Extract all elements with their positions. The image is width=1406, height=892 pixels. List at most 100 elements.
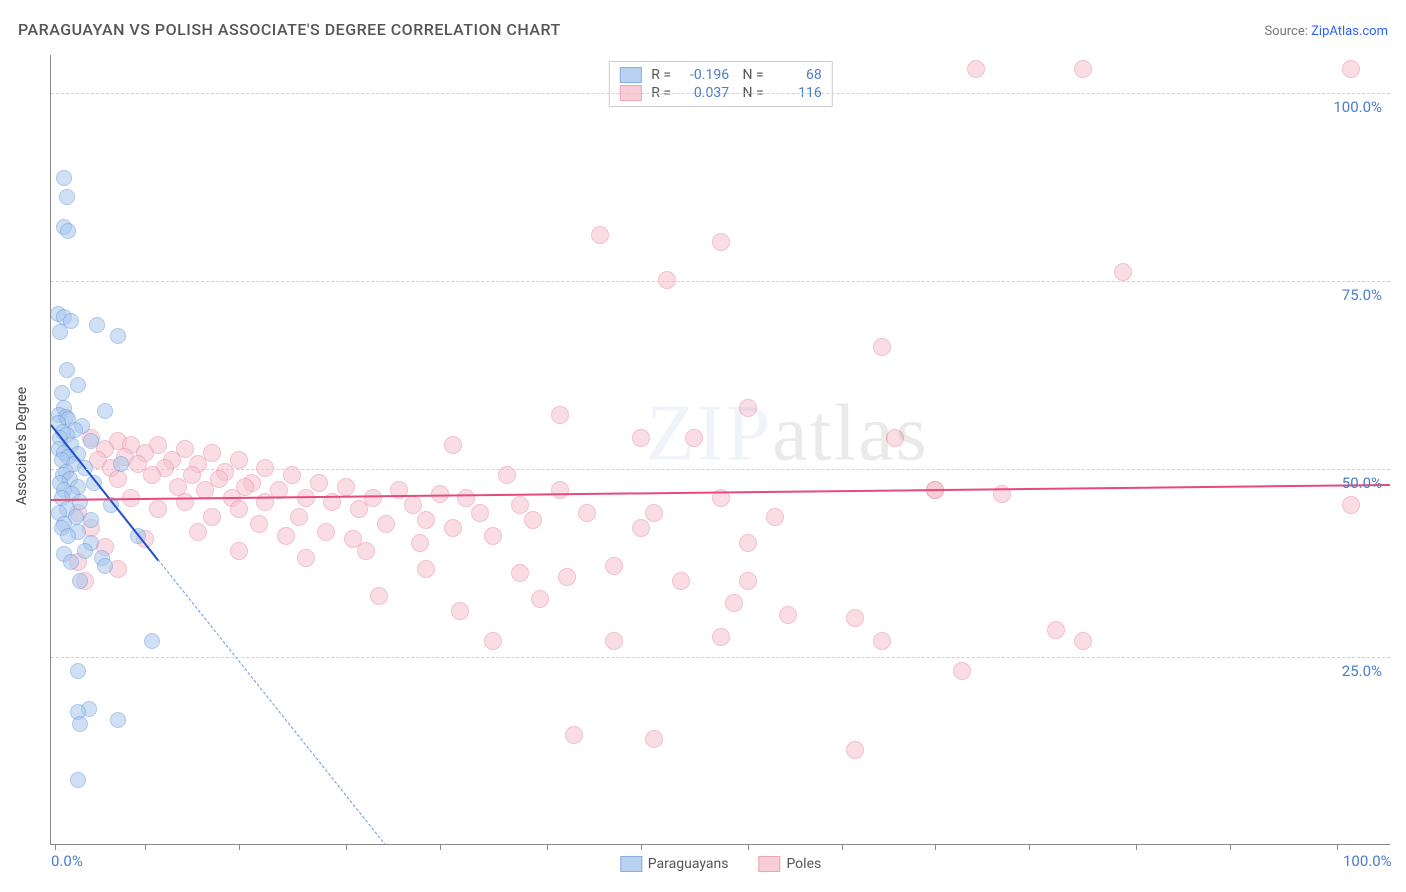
data-point — [451, 602, 469, 620]
data-point — [310, 474, 328, 492]
data-point — [558, 568, 576, 586]
data-point — [377, 515, 395, 533]
data-point — [1342, 60, 1360, 78]
legend-row: R = -0.196 N = 68 — [619, 66, 821, 84]
y-tick-label: 50.0% — [1342, 474, 1382, 492]
x-tick — [842, 844, 843, 850]
legend-r-value: -0.196 — [681, 67, 729, 83]
data-point — [484, 527, 502, 545]
data-point — [551, 481, 569, 499]
correlation-legend: R =-0.196 N =68R =0.037 N =116 — [608, 61, 832, 107]
data-point — [591, 226, 609, 244]
data-point — [97, 403, 113, 419]
data-point — [1047, 621, 1065, 639]
source-link[interactable]: ZipAtlas.com — [1311, 24, 1388, 39]
data-point — [551, 406, 569, 424]
data-point — [672, 572, 690, 590]
x-tick-label: 0.0% — [51, 852, 83, 870]
data-point — [739, 399, 757, 417]
data-point — [846, 609, 864, 627]
data-point — [83, 512, 99, 528]
legend-swatch — [620, 856, 642, 872]
legend-item: Poles — [758, 856, 821, 872]
data-point — [444, 436, 462, 454]
data-point — [370, 587, 388, 605]
gridline — [51, 281, 1390, 282]
data-point — [59, 362, 75, 378]
source-label: Source: — [1264, 24, 1307, 39]
data-point — [70, 772, 86, 788]
data-point — [144, 633, 160, 649]
data-point — [712, 628, 730, 646]
data-point — [632, 429, 650, 447]
y-tick-label: 100.0% — [1333, 98, 1382, 116]
data-point — [337, 478, 355, 496]
x-tick — [641, 844, 642, 850]
data-point — [230, 542, 248, 560]
data-point — [109, 470, 127, 488]
data-point — [1074, 60, 1092, 78]
data-point — [873, 632, 891, 650]
x-tick — [1230, 844, 1231, 850]
legend-n-value: 68 — [774, 67, 822, 83]
data-point — [1114, 263, 1132, 281]
data-point — [779, 606, 797, 624]
legend-r-label: R = — [651, 67, 671, 83]
data-point — [511, 564, 529, 582]
data-point — [531, 590, 549, 608]
data-point — [632, 519, 650, 537]
data-point — [846, 741, 864, 759]
legend-item: Paraguayans — [620, 856, 729, 872]
data-point — [250, 515, 268, 533]
data-point — [404, 496, 422, 514]
legend-label: Poles — [786, 856, 821, 872]
data-point — [471, 504, 489, 522]
data-point — [739, 534, 757, 552]
gridline — [51, 469, 1390, 470]
data-point — [60, 223, 76, 239]
x-tick — [935, 844, 936, 850]
data-point — [72, 573, 88, 589]
gridline — [51, 657, 1390, 658]
data-point — [317, 523, 335, 541]
data-point — [89, 317, 105, 333]
data-point — [873, 338, 891, 356]
data-point — [1342, 496, 1360, 514]
x-tick — [440, 844, 441, 850]
data-point — [70, 663, 86, 679]
y-axis-title: Associate's Degree — [14, 387, 30, 505]
data-point — [149, 500, 167, 518]
gridline — [51, 93, 1390, 94]
data-point — [54, 385, 70, 401]
data-point — [189, 523, 207, 541]
data-point — [444, 519, 462, 537]
data-point — [110, 328, 126, 344]
data-point — [290, 508, 308, 526]
x-tick — [547, 844, 548, 850]
data-point — [110, 712, 126, 728]
data-point — [63, 554, 79, 570]
legend-n-label: N = — [739, 67, 764, 83]
data-point — [350, 500, 368, 518]
x-tick — [748, 844, 749, 850]
x-tick — [145, 844, 146, 850]
data-point — [60, 528, 76, 544]
x-tick-label: 100.0% — [1343, 852, 1392, 870]
data-point — [565, 726, 583, 744]
x-tick — [55, 844, 56, 850]
data-point — [484, 632, 502, 650]
data-point — [417, 560, 435, 578]
legend-label: Paraguayans — [648, 856, 729, 872]
trend-line — [158, 559, 387, 844]
data-point — [739, 572, 757, 590]
data-point — [77, 543, 93, 559]
y-tick-label: 75.0% — [1342, 286, 1382, 304]
data-point — [56, 170, 72, 186]
x-tick — [1337, 844, 1338, 850]
data-point — [578, 504, 596, 522]
data-point — [511, 496, 529, 514]
data-point — [1074, 632, 1092, 650]
data-point — [97, 558, 113, 574]
data-point — [605, 632, 623, 650]
chart-title: PARAGUAYAN VS POLISH ASSOCIATE'S DEGREE … — [18, 20, 561, 39]
